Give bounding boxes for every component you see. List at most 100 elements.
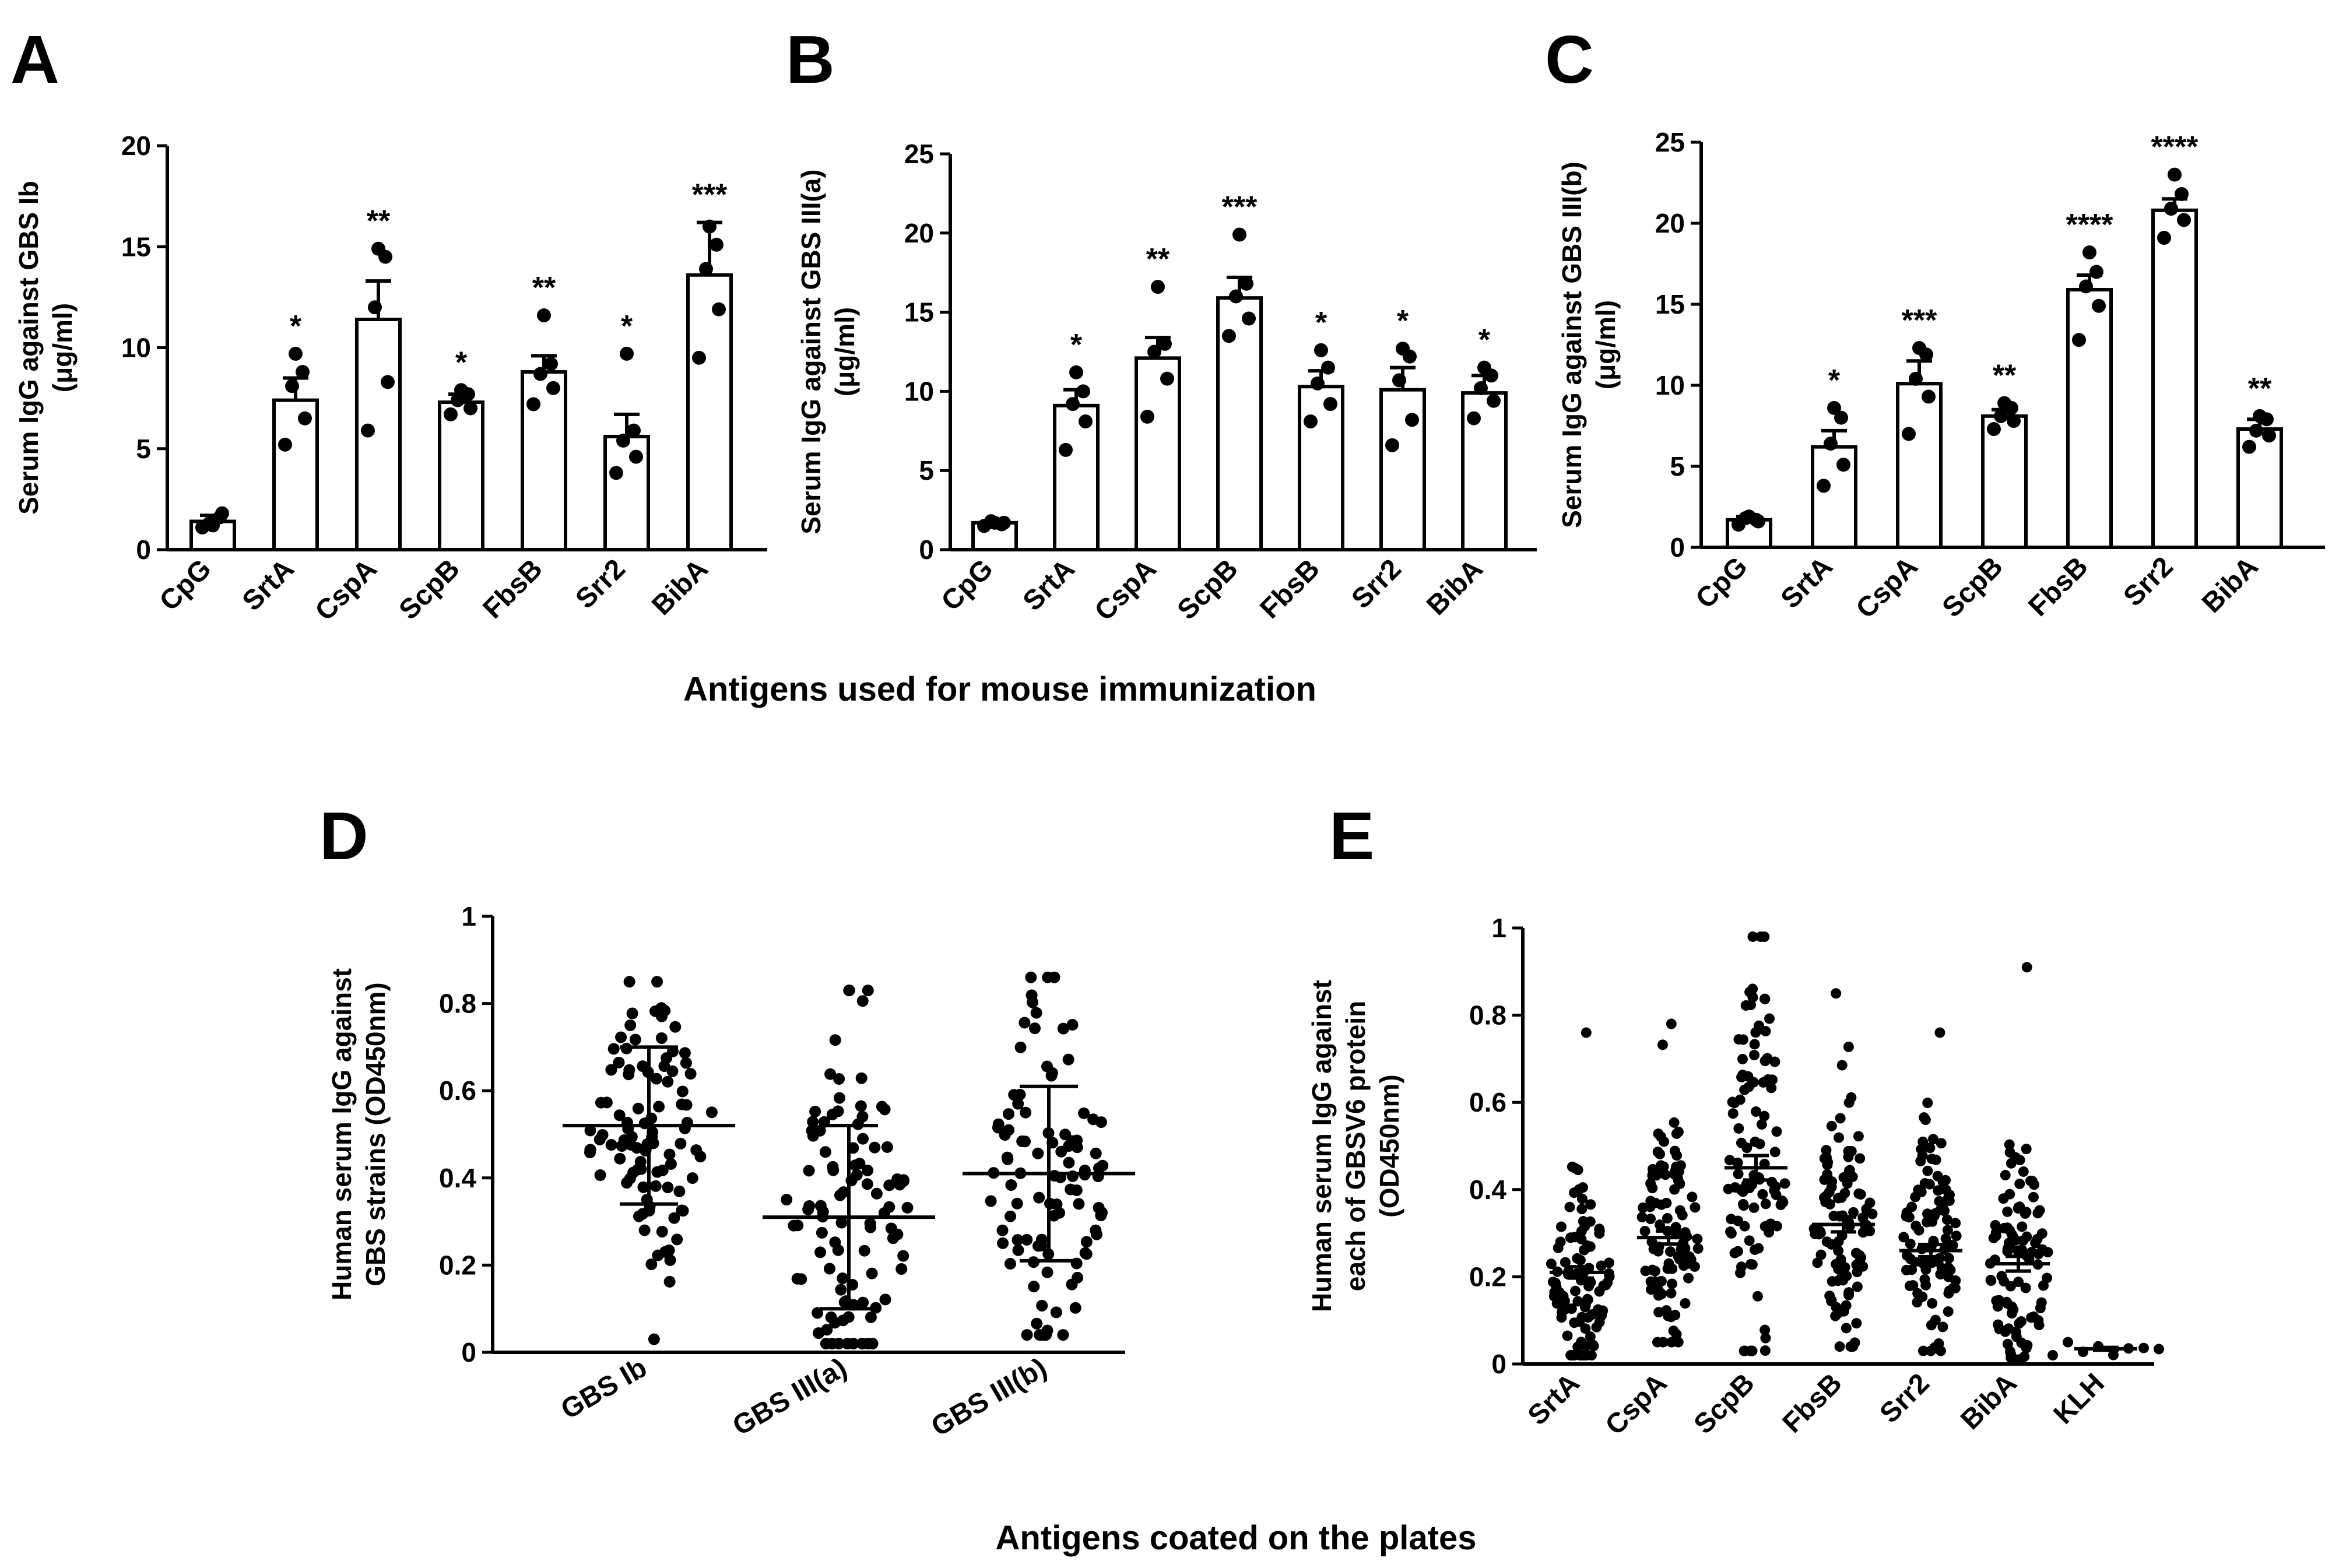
data-point [613,1109,626,1121]
data-point [1933,1338,1944,1349]
data-point [833,1338,845,1350]
y-tick-label: 5 [136,434,151,464]
data-point [1846,1092,1857,1103]
data-point [832,1105,844,1117]
data-point [1076,384,1090,399]
data-point [1912,1297,1923,1308]
data-point [1922,1165,1933,1176]
data-point [1042,971,1054,983]
data-point [1655,1219,1666,1231]
data-point [842,1311,855,1323]
data-point [1919,1112,1930,1123]
data-point [624,1172,636,1184]
data-point [699,262,713,276]
data-point [1674,1254,1685,1265]
data-point [1560,1257,1571,1268]
data-point [632,1102,644,1115]
data-point [2157,231,2171,245]
data-point [1927,1134,1938,1145]
data-point [1843,1145,1854,1156]
data-point [1653,1307,1664,1318]
significance-label: ** [367,205,391,238]
data-point [1729,1098,1740,1109]
data-point [1917,1136,1929,1147]
data-point [638,1224,651,1236]
y-axis-label: Serum IgG against GBS Ib [13,181,44,515]
chart-panel-e: 0 0.2 0.4 0.6 0.8 1 Human serum IgG against eac… [1307,913,2164,1441]
data-point [2007,414,2021,428]
data-point [1069,365,1083,379]
data-point [454,383,468,398]
data-point [2089,265,2103,279]
data-point [1821,1145,1832,1156]
data-point [546,381,560,395]
y-tick-label: 5 [1670,451,1685,481]
data-point [676,1098,688,1110]
data-point [1655,1160,1666,1171]
data-point [1594,1317,1605,1328]
data-point [1933,1185,1944,1196]
data-point [1993,1319,2004,1330]
data-point [1945,1264,1956,1275]
data-point [2021,962,2032,973]
data-point [1079,414,1093,429]
data-point [1950,1275,1961,1286]
x-tick-label: CpG [1690,551,1754,614]
significance-label: **** [2151,131,2199,164]
data-point [665,1158,677,1170]
data-point [1242,311,1256,326]
data-point [1749,1050,1760,1061]
data-point [1771,1126,1782,1137]
data-point [901,1201,914,1214]
data-point [992,1118,1005,1130]
data-point [1935,1269,1946,1280]
data-point [285,379,299,393]
significance-label: ** [2248,372,2272,406]
data-point [1831,1258,1842,1270]
y-axis-label: Serum IgG against GBS III(b) [1557,161,1587,528]
y-axis-label: (μg/ml) [47,303,78,392]
data-point [881,1141,893,1153]
data-point [851,1169,863,1181]
data-point [1582,1294,1593,1305]
data-point [2072,333,2086,347]
data-point [2262,428,2276,443]
data-point [1323,397,1337,412]
data-point [1021,1329,1033,1341]
x-tick-label: SrtA [237,553,300,617]
significance-label: * [290,310,302,343]
data-point [1817,479,1831,493]
data-point [1855,1153,1866,1164]
data-point [662,1182,674,1194]
data-point [814,1124,826,1137]
data-point [1752,1291,1763,1302]
data-point [1723,1183,1734,1194]
bar [438,400,484,551]
data-point [861,1178,873,1190]
data-point [662,1075,674,1088]
data-point [856,995,869,1007]
x-tick-label: CspA [310,553,383,627]
data-point [1724,1155,1735,1166]
data-point [1843,1289,1855,1300]
data-point [1808,1224,1820,1235]
significance-label: * [1478,324,1491,357]
y-tick-label: 10 [1655,370,1685,400]
data-point [675,1137,687,1149]
data-point [1562,1330,1573,1341]
data-point [649,1180,662,1192]
data-point [1834,1132,1845,1143]
y-axis-label: Serum IgG against GBS III(a) [796,169,826,534]
x-tick-label: GBS Ib [556,1352,652,1426]
data-point [1760,1198,1771,1210]
data-point [2249,423,2263,438]
data-point [824,1263,836,1275]
significance-label: ** [1146,242,1170,276]
data-point [1587,1309,1598,1320]
data-point [1553,1242,1564,1253]
y-tick-label: 1 [461,901,476,931]
data-point [1943,1306,1954,1317]
data-point [664,1254,676,1266]
data-point [1078,1107,1090,1119]
x-axis-title-top: Antigens used for mouse immunization [683,670,1316,708]
